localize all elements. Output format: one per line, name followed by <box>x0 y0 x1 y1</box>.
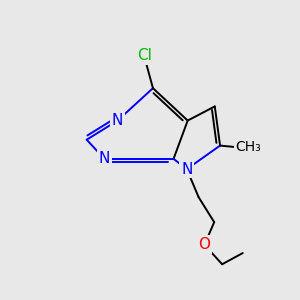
Text: Cl: Cl <box>137 48 152 63</box>
Text: N: N <box>112 113 123 128</box>
Text: N: N <box>99 151 110 166</box>
Text: CH₃: CH₃ <box>236 140 261 154</box>
Text: O: O <box>199 237 211 252</box>
Text: N: N <box>181 162 193 177</box>
